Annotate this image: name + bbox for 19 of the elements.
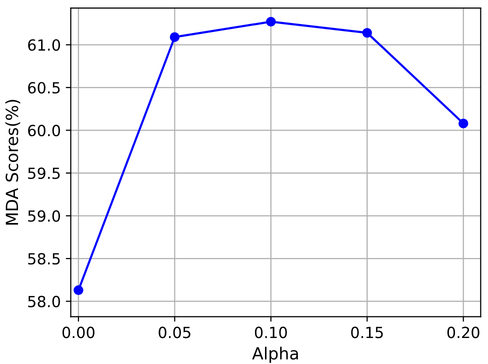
y-tick-label: 61.0 (28, 39, 60, 51)
y-tick-label: 58.5 (28, 253, 60, 265)
x-axis-title: Alpha (252, 346, 298, 363)
x-tick-label: 0.20 (447, 326, 480, 338)
x-tick-label: 0.05 (158, 326, 190, 338)
y-tick-label: 60.5 (28, 82, 60, 94)
y-tick-label: 59.0 (28, 210, 60, 222)
point (266, 16, 276, 27)
y-axis-title: MDA Scores(%) (5, 100, 20, 225)
x-tick-label: 0.10 (254, 326, 287, 338)
y-tick-label: 60.0 (28, 124, 60, 136)
point (170, 32, 180, 42)
point (458, 118, 468, 128)
x-tick-label: 0.15 (351, 326, 383, 338)
y-tick-label: 58.0 (28, 296, 60, 308)
x-tick-label: 0.00 (62, 326, 94, 338)
point (74, 285, 84, 296)
point (362, 28, 372, 38)
y-tick-label: 59.5 (28, 167, 60, 180)
